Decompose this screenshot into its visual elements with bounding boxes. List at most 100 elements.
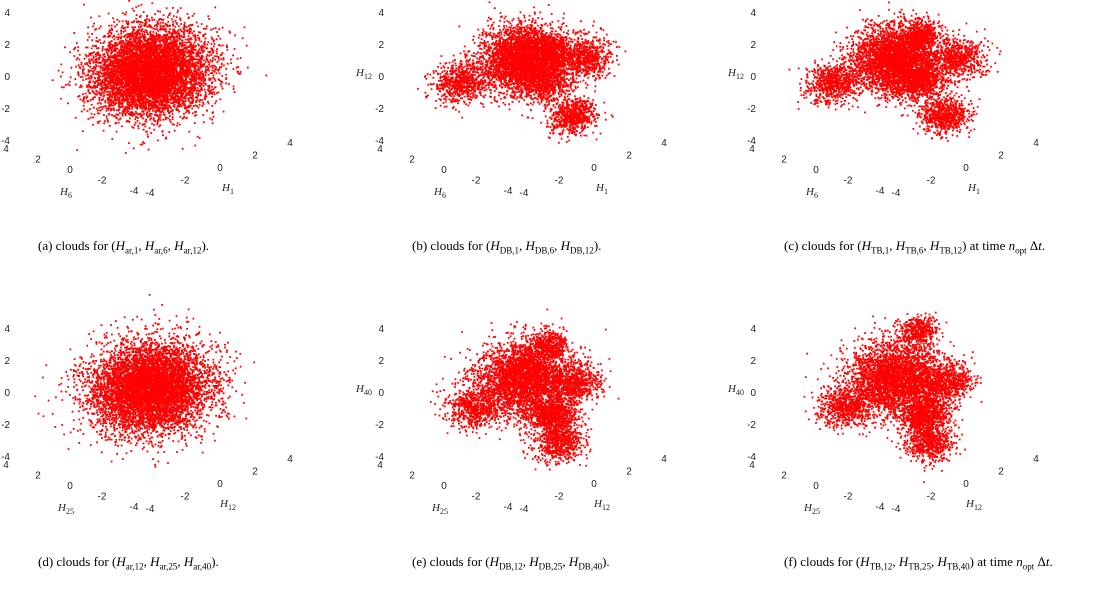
x-axis-label: H1 bbox=[221, 182, 234, 196]
z-tick-label: 0 bbox=[378, 388, 384, 399]
x-tick-label: 2 bbox=[998, 467, 1004, 478]
y-tick-label: -4 bbox=[876, 186, 885, 197]
x-axis-label: H1 bbox=[595, 182, 608, 196]
z-tick-label: -2 bbox=[747, 420, 756, 431]
y-tick-label: 0 bbox=[67, 481, 73, 492]
y-tick-label: 4 bbox=[3, 144, 9, 155]
point-cloud bbox=[417, 1, 627, 144]
z-tick-label: 0 bbox=[4, 388, 10, 399]
y-tick-label: 4 bbox=[749, 460, 755, 471]
caption-a: (a) clouds for (Har,1, Har,6, Har,12). bbox=[38, 238, 368, 259]
z-tick-label: -4 bbox=[1, 452, 10, 463]
y-tick-label: 0 bbox=[441, 165, 447, 176]
x-tick-label: 4 bbox=[1033, 138, 1039, 149]
z-tick-label: -2 bbox=[1, 104, 10, 115]
y-tick-label: -4 bbox=[130, 502, 139, 513]
y-tick-label: 4 bbox=[377, 460, 383, 471]
x-tick-label: -2 bbox=[927, 176, 936, 187]
z-tick-label: 4 bbox=[750, 324, 756, 335]
y-axis-label: H25 bbox=[803, 502, 820, 516]
caption-f: (f) clouds for (HTB,12, HTB,25, HTB,40) … bbox=[784, 554, 1100, 575]
x-tick-label: 2 bbox=[252, 467, 258, 478]
y-tick-label: -2 bbox=[98, 176, 107, 187]
x-tick-label: 0 bbox=[217, 163, 223, 174]
y-tick-label: -2 bbox=[844, 492, 853, 503]
x-tick-label: 0 bbox=[963, 163, 969, 174]
z-tick-label: 2 bbox=[750, 40, 756, 51]
y-tick-label: 0 bbox=[813, 165, 819, 176]
y-tick-label: 2 bbox=[781, 155, 787, 166]
x-tick-label: -4 bbox=[146, 504, 155, 515]
x-tick-label: -4 bbox=[892, 188, 901, 199]
y-tick-label: 4 bbox=[377, 144, 383, 155]
y-tick-label: 2 bbox=[781, 471, 787, 482]
caption-b: (b) clouds for (HDB,1, HDB,6, HDB,12). bbox=[412, 238, 742, 259]
y-tick-label: 0 bbox=[813, 481, 819, 492]
caption-c: (c) clouds for (HTB,1, HTB,6, HTB,12) at… bbox=[784, 238, 1100, 259]
x-tick-label: 4 bbox=[1033, 454, 1039, 465]
y-tick-label: -4 bbox=[130, 186, 139, 197]
y-tick-label: -4 bbox=[504, 502, 513, 513]
y-tick-label: 2 bbox=[409, 155, 415, 166]
z-tick-label: 0 bbox=[750, 388, 756, 399]
z-tick-label: 2 bbox=[378, 40, 384, 51]
y-axis-label: H6 bbox=[59, 186, 72, 200]
z-axis-label: H12 bbox=[727, 67, 744, 81]
z-axis-label: H12 bbox=[355, 67, 372, 81]
z-tick-label: 4 bbox=[378, 324, 384, 335]
y-tick-label: -2 bbox=[472, 492, 481, 503]
x-tick-label: -4 bbox=[520, 188, 529, 199]
x-axis-label: H12 bbox=[219, 498, 236, 512]
z-tick-label: -4 bbox=[375, 136, 384, 147]
z-tick-label: 4 bbox=[750, 8, 756, 19]
x-tick-label: 2 bbox=[252, 151, 258, 162]
x-tick-label: 4 bbox=[661, 454, 667, 465]
z-tick-label: -4 bbox=[747, 136, 756, 147]
x-tick-label: -2 bbox=[555, 492, 564, 503]
y-tick-label: -4 bbox=[876, 502, 885, 513]
z-tick-label: -4 bbox=[375, 452, 384, 463]
point-cloud bbox=[788, 1, 1002, 142]
x-tick-label: -2 bbox=[555, 176, 564, 187]
caption-e: (e) clouds for (HDB,12, HDB,25, HDB,40). bbox=[412, 554, 742, 575]
y-tick-label: 0 bbox=[67, 165, 73, 176]
x-tick-label: 2 bbox=[998, 151, 1004, 162]
z-tick-label: -2 bbox=[375, 420, 384, 431]
y-tick-label: 2 bbox=[35, 471, 41, 482]
x-axis-label: H12 bbox=[965, 498, 982, 512]
x-tick-label: 0 bbox=[591, 479, 597, 490]
y-tick-label: 4 bbox=[3, 460, 9, 471]
point-cloud bbox=[803, 311, 983, 484]
z-axis-label: H40 bbox=[727, 383, 744, 397]
z-tick-label: 4 bbox=[4, 8, 10, 19]
x-tick-label: -2 bbox=[927, 492, 936, 503]
y-axis-label: H25 bbox=[431, 502, 448, 516]
y-tick-label: -2 bbox=[98, 492, 107, 503]
x-axis-label: H12 bbox=[593, 498, 610, 512]
z-tick-label: 2 bbox=[4, 356, 10, 367]
z-tick-label: -4 bbox=[1, 136, 10, 147]
x-tick-label: 0 bbox=[217, 479, 223, 490]
x-tick-label: 2 bbox=[626, 151, 632, 162]
z-tick-label: 0 bbox=[378, 72, 384, 83]
y-axis-label: H25 bbox=[57, 502, 74, 516]
z-axis-label: H40 bbox=[355, 383, 372, 397]
y-tick-label: -2 bbox=[472, 176, 481, 187]
z-tick-label: 2 bbox=[4, 40, 10, 51]
point-cloud bbox=[429, 308, 620, 471]
z-tick-label: 0 bbox=[4, 72, 10, 83]
x-tick-label: -4 bbox=[520, 504, 529, 515]
x-axis-label: H1 bbox=[967, 182, 980, 196]
y-tick-label: -4 bbox=[504, 186, 513, 197]
x-tick-label: -2 bbox=[181, 492, 190, 503]
z-tick-label: 4 bbox=[378, 8, 384, 19]
z-tick-label: -4 bbox=[747, 452, 756, 463]
z-tick-label: 4 bbox=[4, 324, 10, 335]
x-tick-label: 4 bbox=[287, 138, 293, 149]
y-tick-label: 0 bbox=[441, 481, 447, 492]
